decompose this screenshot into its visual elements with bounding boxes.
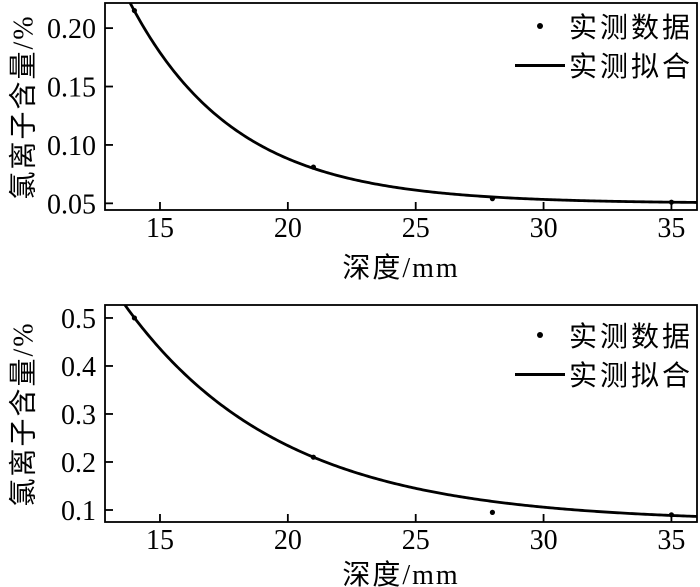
x-tick-label: 20	[274, 525, 302, 556]
x-tick-label: 25	[402, 213, 430, 244]
dot-marker-icon	[511, 23, 569, 29]
chart-top: 15 20 25 30 35 0.05 0.10 0.15 0.20 氯离子含量/% 深度/mm…	[0, 0, 700, 293]
x-tick-label: 30	[530, 213, 558, 244]
data-point	[489, 509, 496, 515]
x-tick-label: 15	[146, 525, 174, 556]
data-point	[131, 7, 138, 14]
line-marker-icon	[511, 63, 569, 67]
data-point	[489, 196, 496, 202]
chart-bottom: 15 20 25 30 35 0.1 0.2 0.3 0.4 0.5 氯离子含量/% 深度/mm …	[0, 293, 700, 587]
y-tick-label: 0.20	[47, 14, 96, 45]
legend-label: 实测拟合	[568, 361, 693, 392]
x-tick-label: 35	[657, 525, 685, 556]
chart-bottom-plot-area: 15 20 25 30 35 0.1 0.2 0.3 0.4 0.5	[61, 304, 698, 556]
data-point	[131, 315, 138, 321]
x-tick-label: 15	[146, 213, 174, 244]
data-point	[310, 454, 317, 460]
fit-curve	[123, 305, 697, 518]
y-tick-label: 0.10	[47, 131, 96, 162]
y-axis-label: 氯离子含量/%	[9, 13, 41, 200]
y-tick-label: 0.15	[47, 73, 96, 104]
y-axis-label: 氯离子含量/%	[9, 321, 41, 507]
data-point	[668, 512, 675, 518]
legend-entry-fit: 实测拟合	[511, 356, 693, 392]
y-tick-label: 0.4	[61, 352, 96, 383]
y-tick-label: 0.2	[61, 448, 96, 479]
y-tick-label: 0.05	[47, 189, 96, 220]
fit-curve	[128, 3, 697, 204]
dot-marker-icon	[511, 332, 569, 338]
line-marker-icon	[511, 372, 569, 376]
legend: 实测数据 实测拟合	[511, 8, 693, 83]
y-tick-label: 0.5	[61, 304, 96, 335]
legend: 实测数据 实测拟合	[511, 317, 693, 392]
y-tick-label: 0.3	[61, 400, 96, 431]
data-point	[668, 199, 675, 205]
x-tick-label: 35	[657, 213, 685, 244]
x-axis-label: 深度/mm	[342, 253, 460, 284]
legend-entry-fit: 实测拟合	[511, 47, 693, 83]
y-axis-label-wrap: 氯离子含量/%	[0, 0, 44, 213]
x-tick-label: 25	[402, 525, 430, 556]
data-point	[310, 164, 317, 170]
y-axis-label-wrap: 氯离子含量/%	[0, 299, 44, 529]
x-axis-label: 深度/mm	[342, 560, 460, 587]
plot-border	[104, 2, 698, 211]
x-tick-label: 30	[530, 525, 558, 556]
legend-label: 实测数据	[568, 322, 693, 353]
x-tick-label: 20	[274, 213, 302, 244]
legend-entry-measured-data: 实测数据	[511, 317, 693, 353]
legend-entry-measured-data: 实测数据	[511, 8, 693, 44]
legend-label: 实测拟合	[568, 52, 693, 83]
chart-top-plot-area: 15 20 25 30 35 0.05 0.10 0.15 0.20	[47, 2, 698, 244]
legend-label: 实测数据	[568, 13, 693, 44]
y-tick-label: 0.1	[61, 496, 96, 527]
